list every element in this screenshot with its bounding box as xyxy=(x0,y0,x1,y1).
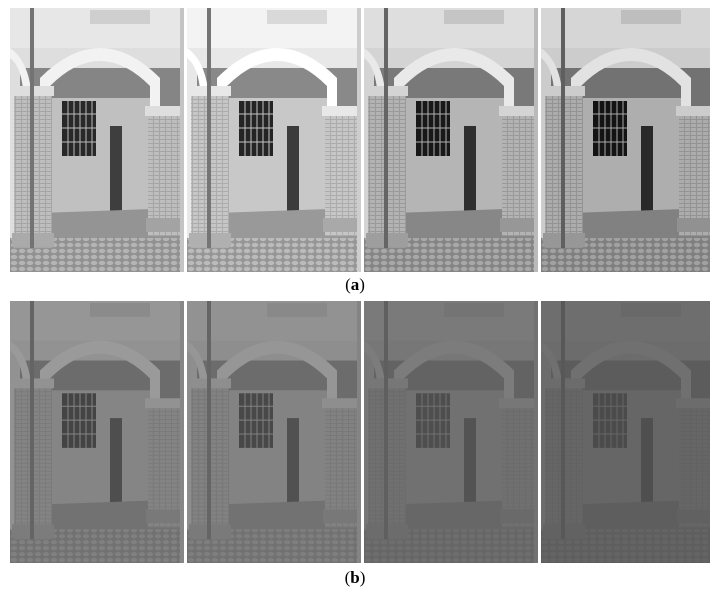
photo-b3 xyxy=(364,301,538,563)
caption-b-label: b xyxy=(350,568,360,587)
caption-a-label: a xyxy=(350,275,360,294)
photo-b4 xyxy=(541,301,710,563)
caption-a: (a) xyxy=(345,275,365,294)
photo-a4 xyxy=(541,8,710,272)
photo-a1 xyxy=(10,8,184,272)
photo-b1 xyxy=(10,301,184,563)
row-b xyxy=(10,301,710,563)
photo-b2 xyxy=(187,301,361,563)
caption-b: (b) xyxy=(344,568,366,587)
row-a xyxy=(10,8,710,272)
photo-a3 xyxy=(364,8,538,272)
photo-a2 xyxy=(187,8,361,272)
